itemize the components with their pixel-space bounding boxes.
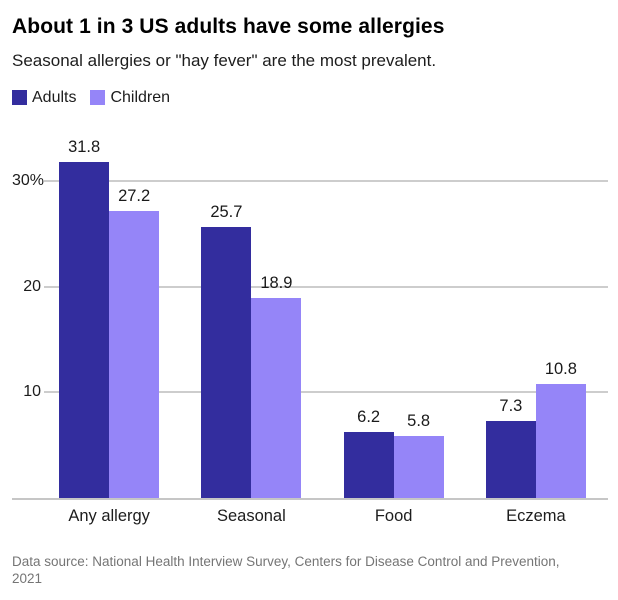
value-label-children-food: 5.8 [407, 412, 431, 431]
bar-adults-seasonal [201, 226, 252, 498]
legend-label-children: Children [110, 88, 171, 106]
adults-swatch-icon [12, 90, 27, 105]
y-tick-label-10: 10 [23, 383, 41, 401]
x-tick-label-eczema: Eczema [506, 506, 566, 525]
legend-item-children: Children [90, 89, 170, 107]
gridline-10 [44, 391, 608, 394]
source-line-2: 2021 [12, 570, 43, 586]
value-label-adults-any-allergy: 31.8 [68, 138, 101, 157]
x-tick-label-any-allergy: Any allergy [68, 506, 150, 525]
bar-group-any-allergy: 31.8 27.2 [38, 127, 180, 498]
value-label-children-eczema: 10.8 [544, 359, 577, 378]
source-note: Data source: National Health Interview S… [12, 553, 608, 587]
page-subtitle: Seasonal allergies or "hay fever" are th… [12, 51, 437, 71]
bar-group-food: 6.2 5.8 [323, 127, 465, 498]
value-label-children-any-allergy: 27.2 [118, 186, 151, 205]
bar-wrap-children-food: 5.8 [393, 412, 444, 498]
legend-item-adults: Adults [12, 89, 76, 107]
bar-groups: 31.8 27.2 25.7 18.9 6.2 5.8 7.3 10.8 [38, 127, 607, 498]
bar-wrap-adults-eczema: 7.3 [485, 396, 536, 498]
bar-children-seasonal [251, 298, 302, 498]
y-tick-label-20: 20 [23, 277, 41, 295]
bar-children-food [393, 436, 444, 498]
bar-wrap-adults-seasonal: 25.7 [201, 202, 252, 498]
bar-adults-any-allergy [59, 162, 110, 498]
plot-area: 10 20 30% 31.8 27.2 25.7 18.9 6.2 5.8 7.3 10.8 [12, 127, 608, 500]
bar-children-any-allergy [109, 210, 160, 498]
value-label-children-seasonal: 18.9 [260, 274, 293, 293]
value-label-adults-eczema: 7.3 [499, 396, 523, 415]
bar-wrap-adults-any-allergy: 31.8 [59, 138, 110, 498]
bar-wrap-adults-food: 6.2 [343, 408, 394, 498]
x-tick-label-seasonal: Seasonal [216, 506, 286, 525]
bar-children-eczema [535, 383, 586, 498]
source-line-1: Data source: National Health Interview S… [12, 553, 560, 569]
bar-adults-eczema [485, 420, 536, 498]
value-label-adults-food: 6.2 [357, 408, 381, 427]
children-swatch-icon [90, 90, 106, 105]
legend-label-adults: Adults [32, 88, 77, 106]
bar-group-seasonal: 25.7 18.9 [180, 127, 322, 498]
bar-wrap-children-any-allergy: 27.2 [109, 186, 160, 498]
chart-legend: Adults Children [12, 89, 608, 107]
bar-chart: 10 20 30% 31.8 27.2 25.7 18.9 6.2 5.8 7.3 10.8 Any… [12, 127, 608, 526]
bar-wrap-children-seasonal: 18.9 [251, 274, 302, 498]
x-axis-labels: Any allergy Seasonal Food Eczema [38, 500, 607, 526]
bar-adults-food [343, 432, 394, 498]
x-tick-label-food: Food [374, 506, 413, 525]
value-label-adults-seasonal: 25.7 [210, 202, 243, 221]
bar-group-eczema: 7.3 10.8 [465, 127, 607, 498]
gridline-20 [44, 285, 608, 288]
page-title: About 1 in 3 US adults have some allergi… [12, 15, 445, 38]
bar-wrap-children-eczema: 10.8 [535, 359, 586, 498]
gridline-30 [44, 180, 608, 183]
y-tick-label-30: 30% [12, 172, 45, 190]
